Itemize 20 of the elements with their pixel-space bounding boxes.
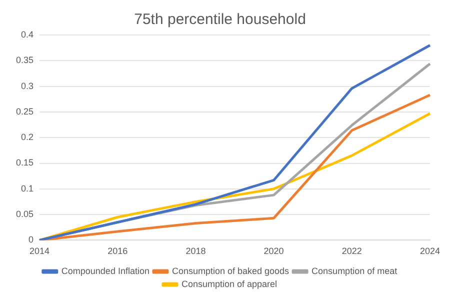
- y-tick-label: 0: [28, 234, 34, 245]
- y-tick-label: 0.35: [16, 55, 34, 66]
- y-tick-label: 0.05: [16, 209, 34, 220]
- legend-label: Consumption of baked goods: [172, 266, 290, 276]
- x-tick-label: 2024: [420, 246, 440, 256]
- chart-title: 75th percentile household: [134, 11, 306, 28]
- legend-label: Consumption of apparel: [181, 278, 278, 289]
- legend-label: Compounded Inflation: [61, 266, 150, 276]
- y-tick-label: 0.25: [16, 106, 34, 116]
- x-tick-label: 2014: [30, 246, 50, 256]
- x-tick-label: 2022: [342, 246, 362, 256]
- y-tick-label: 0.1: [21, 183, 34, 194]
- y-tick-label: 0.4: [21, 29, 34, 40]
- x-tick-label: 2016: [108, 246, 128, 256]
- x-tick-label: 2020: [264, 246, 284, 256]
- y-tick-label: 0.15: [16, 158, 34, 168]
- legend-label: Consumption of meat: [312, 266, 398, 276]
- y-tick-label: 0.2: [21, 132, 34, 142]
- y-tick-label: 0.3: [21, 80, 34, 91]
- x-tick-label: 2018: [186, 246, 206, 256]
